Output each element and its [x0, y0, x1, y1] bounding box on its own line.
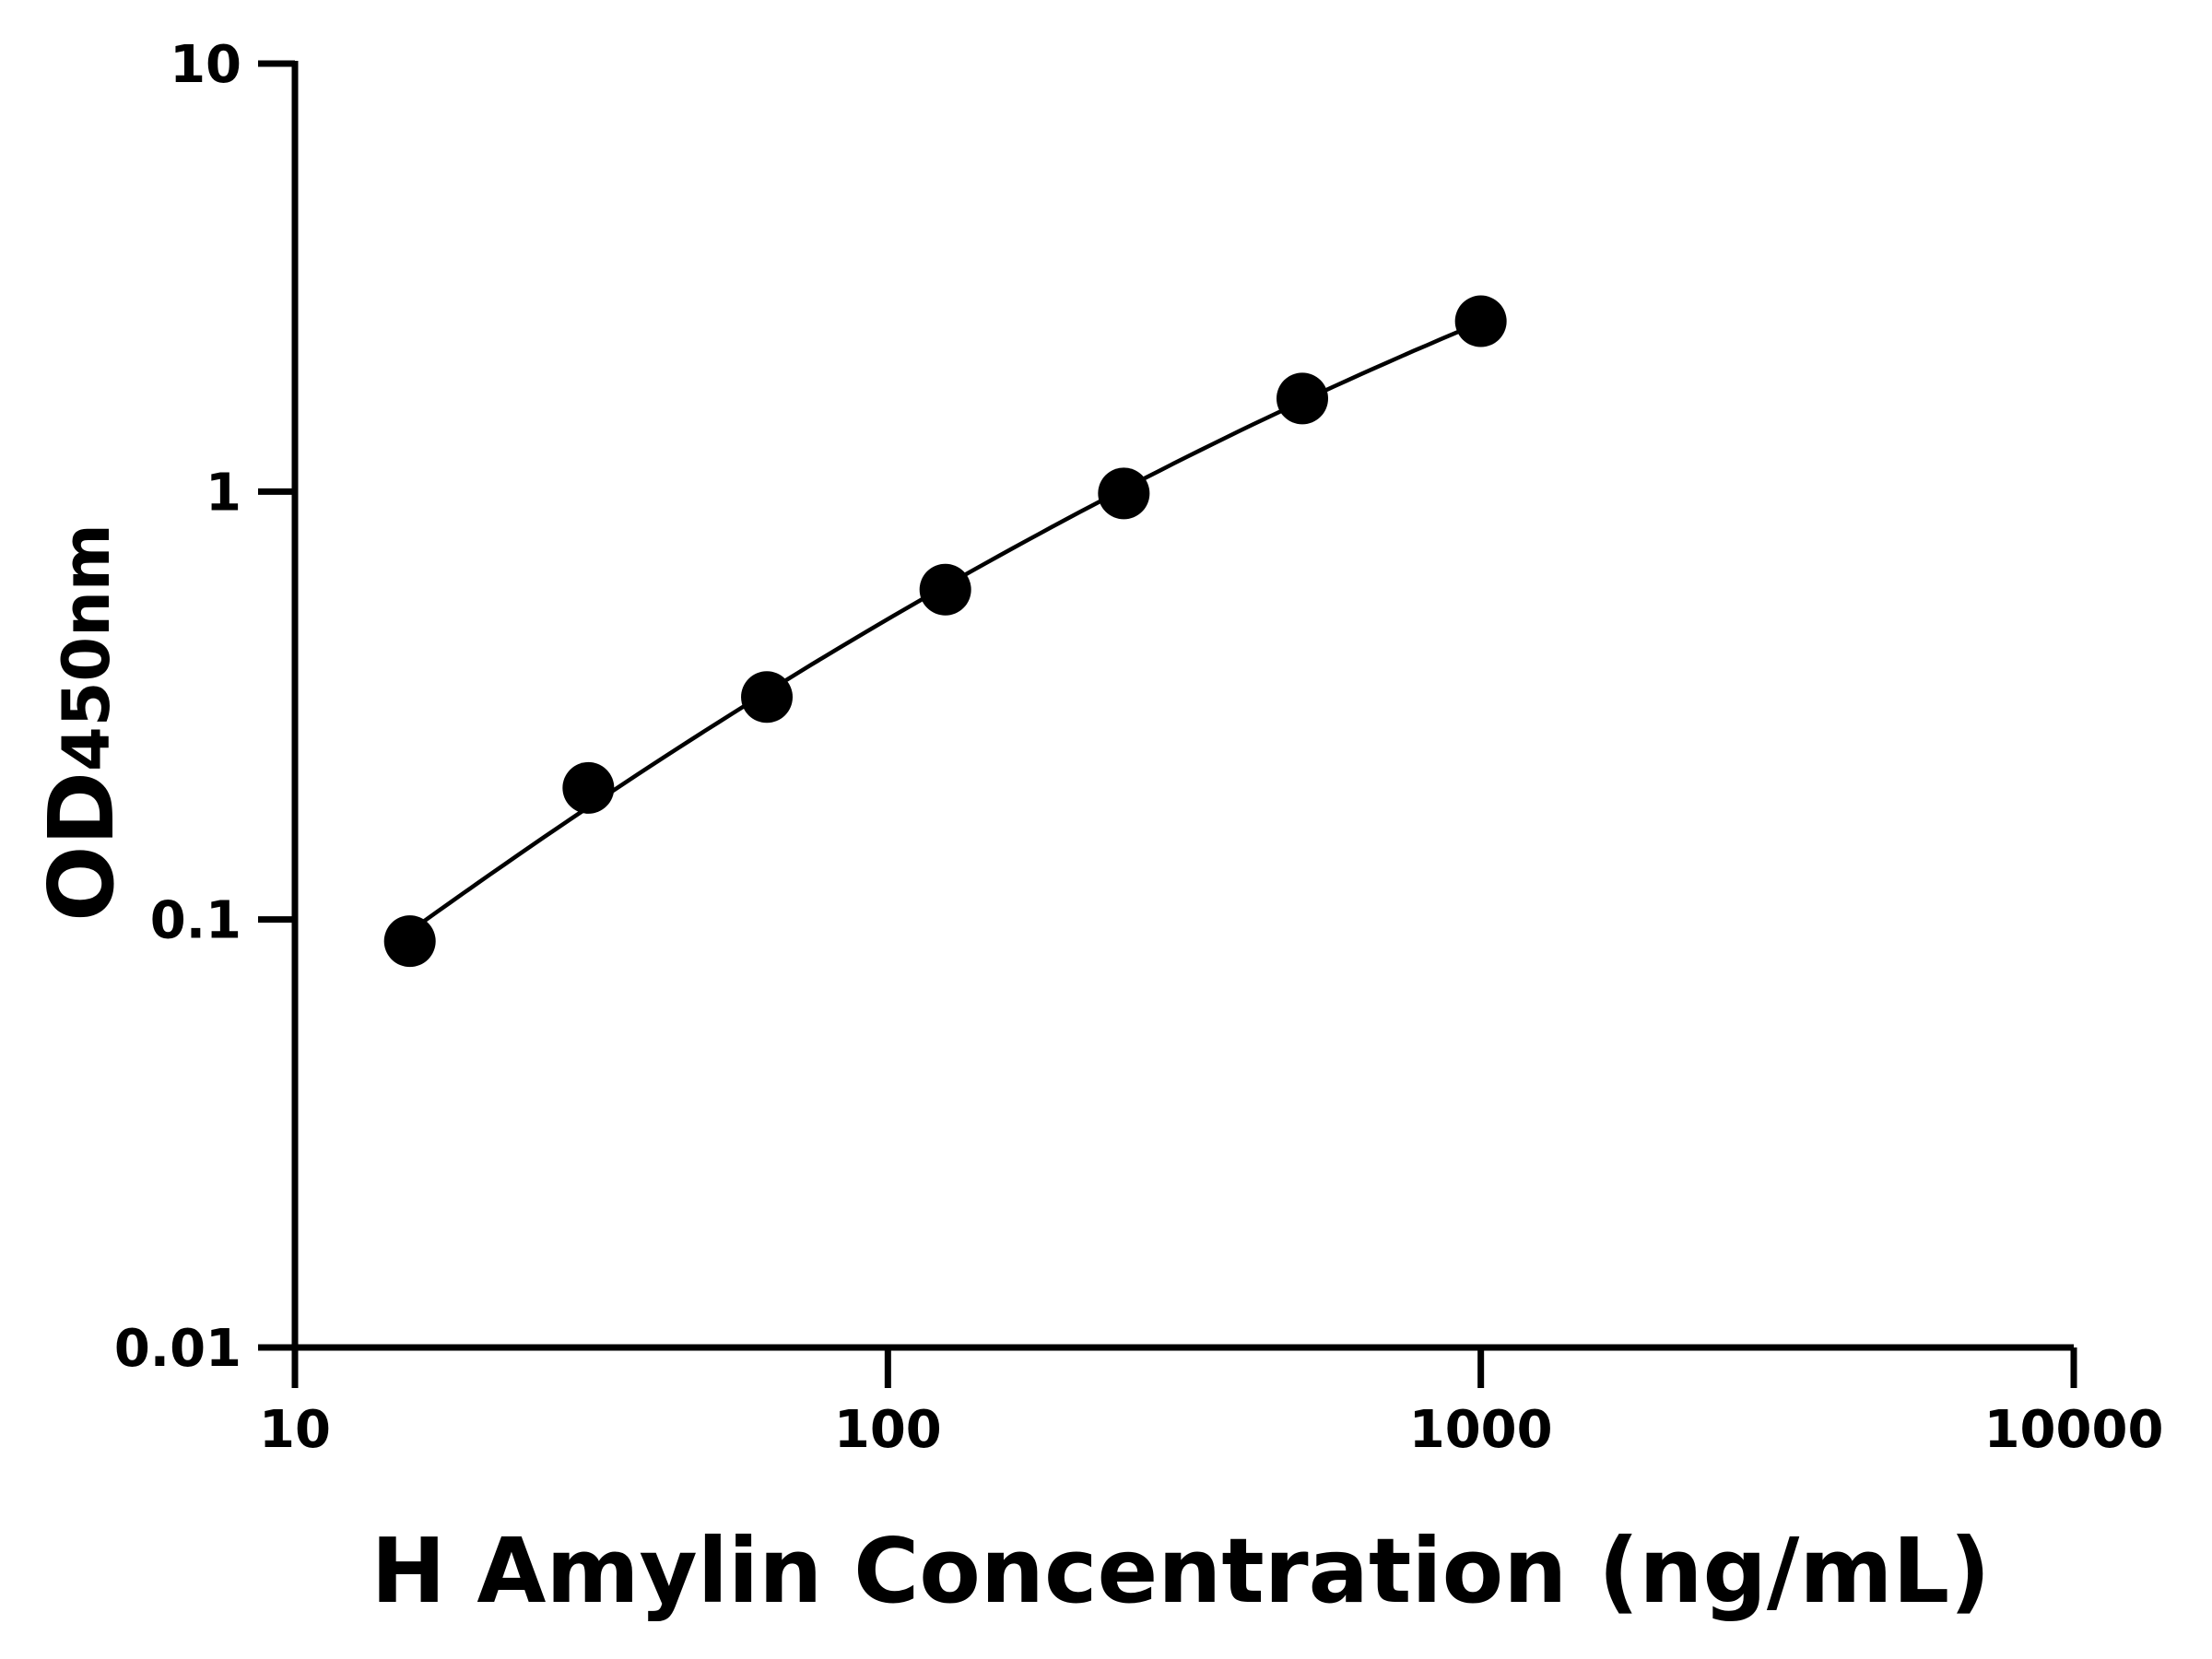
x-tick-label: 100 [834, 1400, 942, 1460]
data-point [1277, 372, 1329, 425]
plot-area [383, 295, 1507, 968]
data-point [383, 915, 436, 968]
data-point [562, 761, 615, 814]
y-axis-label-subscript: 450nm [49, 524, 124, 771]
y-axis-label: OD450nm [29, 524, 134, 922]
x-tick-label: 1000 [1409, 1400, 1553, 1460]
data-point [919, 563, 971, 616]
x-axis-label: H Amylin Concentration (ng/mL) [371, 1519, 1990, 1623]
y-tick-label: 0.01 [114, 1319, 241, 1379]
data-point [1098, 467, 1150, 520]
y-tick-label: 10 [170, 35, 241, 95]
data-point [741, 671, 794, 724]
y-tick-label: 1 [206, 463, 241, 523]
x-tick-label: 10000 [1984, 1400, 2164, 1460]
x-tick-label: 10 [259, 1400, 331, 1460]
y-tick-label: 0.1 [150, 891, 241, 951]
y-axis-label-main: OD [29, 771, 134, 922]
data-point [1454, 295, 1507, 347]
axes: 0.01 0.1 1 10 10 100 1000 10000 [114, 35, 2164, 1460]
